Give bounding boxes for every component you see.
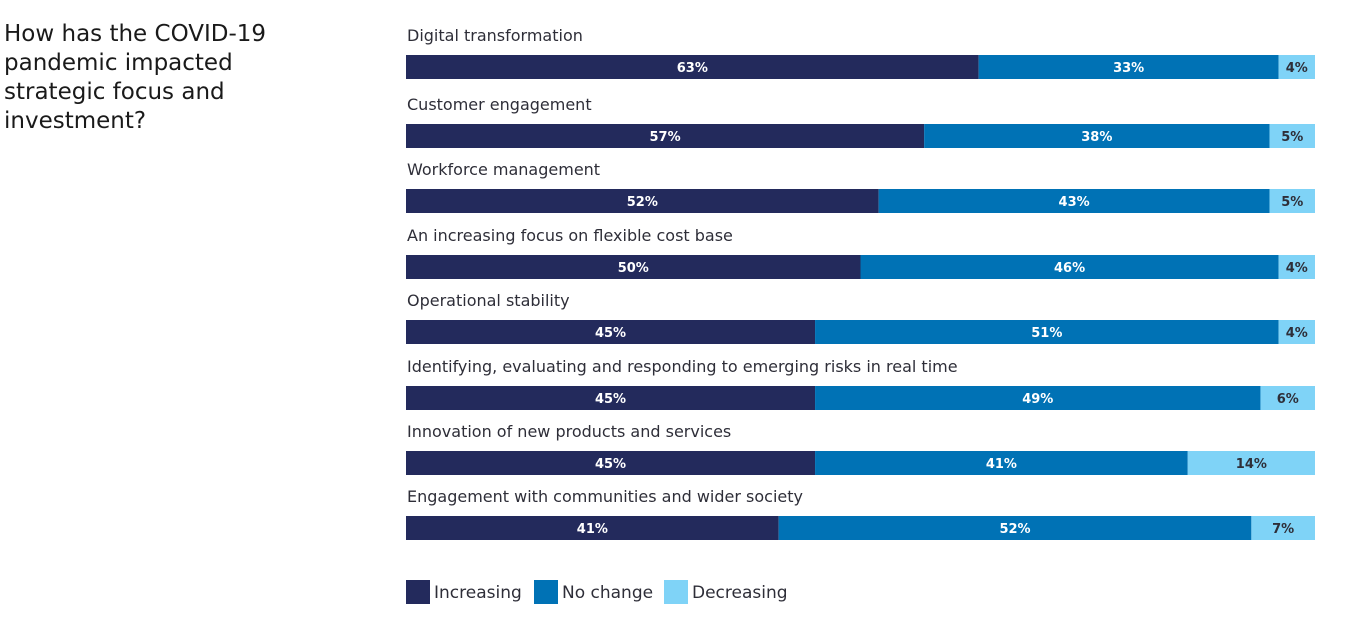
legend: Increasing No change Decreasing	[406, 580, 788, 604]
data-label: 4%	[1286, 326, 1308, 341]
bar-row: Engagement with communities and wider so…	[406, 487, 1315, 540]
data-label: 41%	[986, 457, 1017, 472]
bar-segment-no-change	[778, 516, 1252, 540]
bar-segment-no-change	[815, 451, 1188, 475]
data-label: 46%	[1054, 261, 1085, 276]
data-label: 49%	[1022, 392, 1053, 407]
bar-segment-no-change	[978, 55, 1279, 79]
data-label: 63%	[677, 61, 708, 76]
bar-row: Customer engagement 57% 38% 5%	[406, 95, 1315, 148]
bar-segment-decreasing	[1251, 516, 1315, 540]
bar-segment-decreasing	[1278, 320, 1315, 344]
data-label: 6%	[1277, 392, 1299, 407]
data-label: 45%	[595, 392, 626, 407]
category-label: Digital transformation	[407, 26, 583, 45]
data-label: 4%	[1286, 61, 1308, 76]
legend-label: Increasing	[434, 583, 522, 603]
category-label: Customer engagement	[407, 95, 592, 114]
category-label: An increasing focus on flexible cost bas…	[407, 226, 733, 245]
category-label: Innovation of new products and services	[407, 422, 731, 441]
category-label: Operational stability	[407, 291, 570, 310]
bar-row: Digital transformation 63% 33% 4%	[406, 26, 1315, 79]
data-label: 14%	[1236, 457, 1267, 472]
bar-segment-increasing	[406, 255, 861, 279]
legend-item: Decreasing	[664, 580, 788, 604]
category-label: Workforce management	[407, 160, 600, 179]
legend-swatch	[664, 580, 688, 604]
bar-segment-decreasing	[1269, 189, 1315, 213]
bar-segment-increasing	[406, 55, 979, 79]
bar-row: Workforce management 52% 43% 5%	[406, 160, 1315, 213]
bar-segment-no-change	[924, 124, 1270, 148]
data-label: 45%	[595, 457, 626, 472]
bars-layer: Digital transformation 63% 33% 4% Customer e…	[406, 26, 1315, 540]
bar-segment-decreasing	[1278, 55, 1315, 79]
bar-row: Innovation of new products and services 4…	[406, 422, 1315, 475]
data-label: 7%	[1272, 522, 1294, 537]
data-label: 57%	[650, 130, 681, 145]
bar-segment-decreasing	[1260, 386, 1315, 410]
bar-segment-decreasing	[1269, 124, 1315, 148]
data-label: 43%	[1059, 195, 1090, 210]
data-label: 52%	[627, 195, 658, 210]
bar-segment-no-change	[860, 255, 1279, 279]
data-label: 50%	[618, 261, 649, 276]
data-label: 5%	[1281, 130, 1303, 145]
bar-segment-increasing	[406, 320, 816, 344]
data-label: 52%	[999, 522, 1030, 537]
data-label: 33%	[1113, 61, 1144, 76]
category-label: Engagement with communities and wider so…	[407, 487, 803, 506]
bar-row: Operational stability 45% 51% 4%	[406, 291, 1315, 344]
bar-segment-increasing	[406, 516, 779, 540]
data-label: 38%	[1081, 130, 1112, 145]
bar-segment-increasing	[406, 189, 879, 213]
bar-row: Identifying, evaluating and responding t…	[406, 357, 1315, 410]
bar-segment-decreasing	[1278, 255, 1315, 279]
chart-title: How has the COVID-19 pandemic impacted s…	[4, 21, 267, 134]
legend-label: Decreasing	[692, 583, 788, 603]
bar-segment-increasing	[406, 386, 816, 410]
category-label: Identifying, evaluating and responding t…	[407, 357, 958, 376]
data-label: 4%	[1286, 261, 1308, 276]
bar-segment-increasing	[406, 124, 925, 148]
bar-segment-no-change	[815, 320, 1279, 344]
legend-swatch	[406, 580, 430, 604]
legend-label: No change	[562, 583, 653, 603]
bar-segment-increasing	[406, 451, 816, 475]
bar-segment-no-change	[815, 386, 1261, 410]
data-label: 41%	[577, 522, 608, 537]
legend-item: No change	[534, 580, 653, 604]
data-label: 45%	[595, 326, 626, 341]
data-label: 51%	[1031, 326, 1062, 341]
legend-swatch	[534, 580, 558, 604]
legend-item: Increasing	[406, 580, 522, 604]
data-label: 5%	[1281, 195, 1303, 210]
bar-segment-decreasing	[1187, 451, 1315, 475]
bar-segment-no-change	[878, 189, 1270, 213]
bar-row: An increasing focus on flexible cost bas…	[406, 226, 1315, 279]
